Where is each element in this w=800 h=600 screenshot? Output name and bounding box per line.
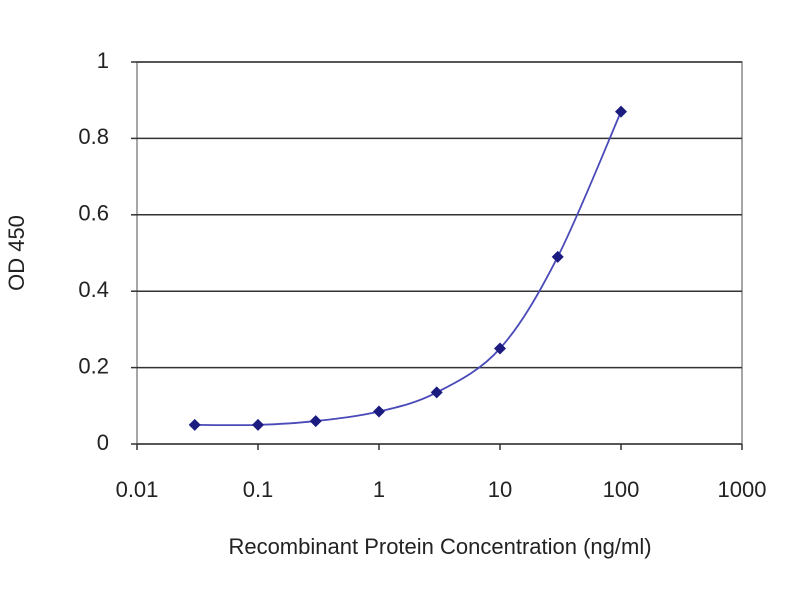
- data-point: [188, 418, 201, 431]
- x-tick-label: 0.01: [116, 477, 159, 502]
- y-tick-label: 1: [97, 48, 109, 73]
- y-tick-label: 0.8: [78, 124, 109, 149]
- x-tick-label: 100: [603, 477, 640, 502]
- data-point: [551, 250, 564, 263]
- series-line: [194, 111, 622, 427]
- y-tick-label: 0: [97, 430, 109, 455]
- y-axis-label: OD 450: [4, 215, 29, 291]
- x-tick-label: 10: [488, 477, 512, 502]
- x-tick-label: 1: [373, 477, 385, 502]
- y-tick-label: 0.2: [78, 353, 109, 378]
- x-tick-label: 1000: [718, 477, 767, 502]
- data-point: [373, 405, 385, 418]
- data-point: [252, 418, 264, 431]
- data-point: [309, 415, 322, 428]
- data-point: [430, 386, 443, 399]
- data-point: [615, 105, 627, 118]
- y-tick-label: 0.4: [78, 277, 109, 302]
- y-tick-label: 0.6: [78, 201, 109, 226]
- plot-frame: [136, 61, 743, 445]
- data-point: [494, 342, 506, 355]
- x-tick-label: 0.1: [243, 477, 274, 502]
- x-axis-label: Recombinant Protein Concentration (ng/ml…: [228, 534, 651, 559]
